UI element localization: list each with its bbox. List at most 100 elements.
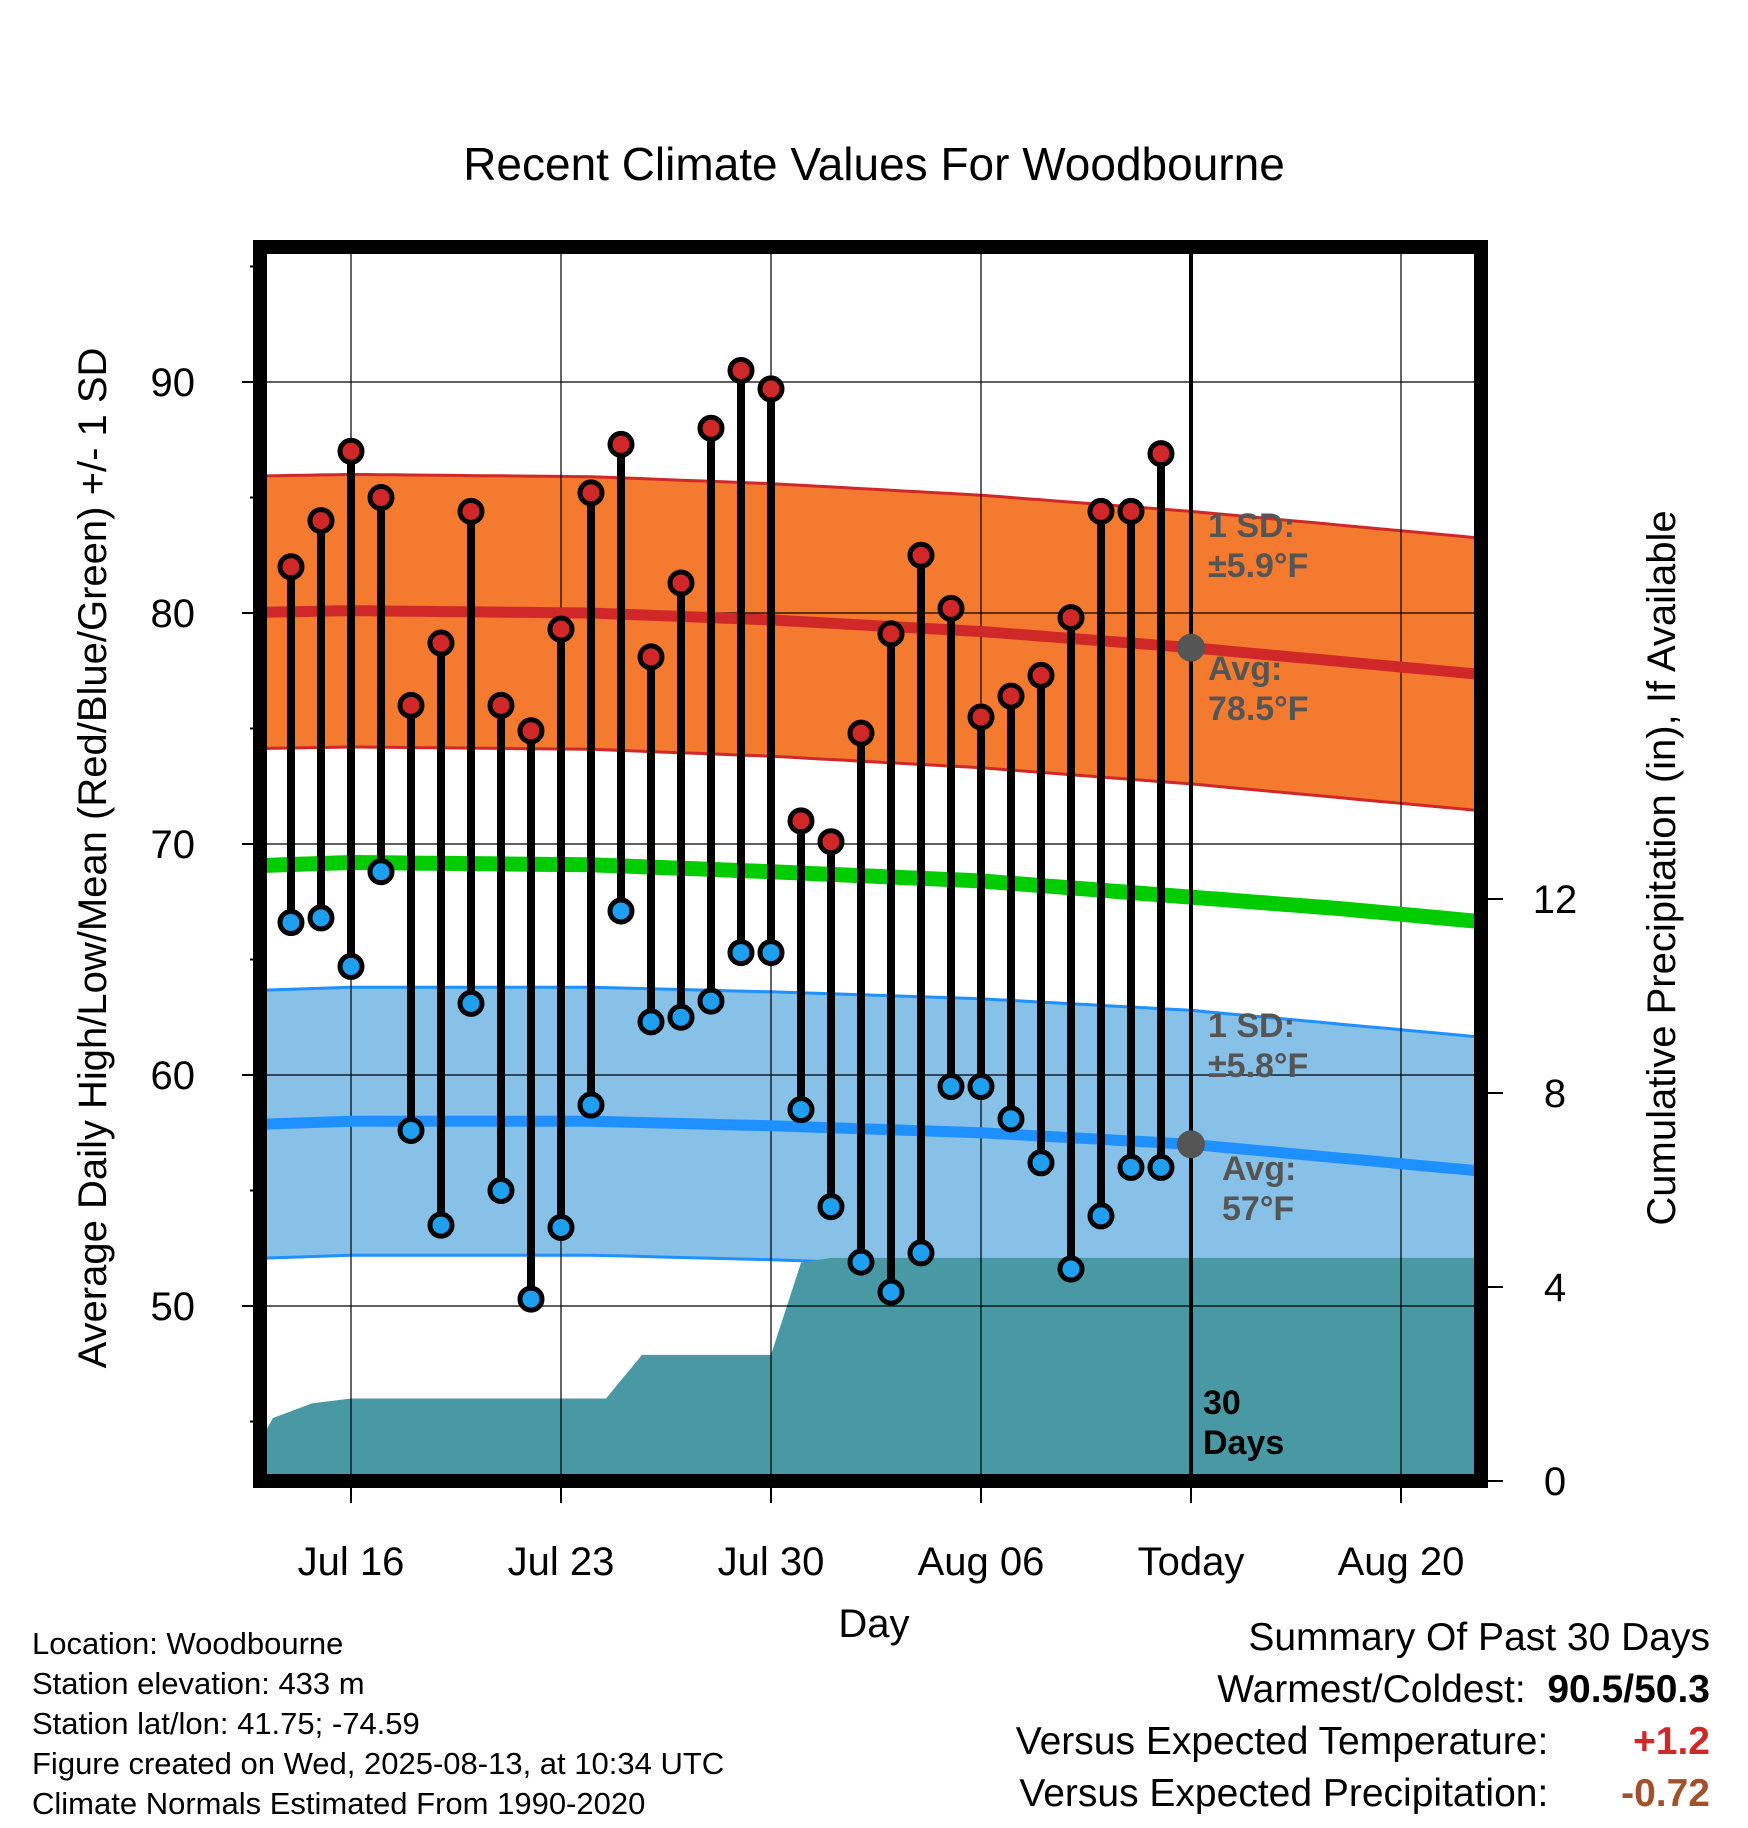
x-tick-label: Aug 06	[918, 1540, 1045, 1584]
high-avg-annotation-line2: 78.5°F	[1208, 690, 1309, 728]
daily-high-point	[1087, 497, 1115, 525]
y2-axis-label: Cumulative Precipitation (in), If Availa…	[1640, 510, 1684, 1225]
daily-low-point	[637, 1008, 665, 1036]
daily-high-point	[817, 828, 845, 856]
high-avg-annotation-line1: Avg:	[1208, 650, 1282, 688]
today-low-avg-marker	[1177, 1130, 1205, 1159]
period-annotation-line2: Days	[1203, 1424, 1284, 1462]
axes: 50 60 70 80 90 0 4 8 12 Jul 16 Jul 23 Jul 30 Aug 06 T…	[151, 240, 1578, 1584]
daily-high-point	[697, 414, 725, 442]
daily-low-point	[277, 909, 305, 937]
y2-tick-label: 12	[1533, 878, 1578, 922]
daily-high-point	[1027, 661, 1055, 689]
daily-high-point	[517, 717, 545, 745]
daily-high-point	[457, 497, 485, 525]
daily-low-point	[697, 987, 725, 1015]
daily-low-point	[577, 1091, 605, 1119]
daily-low-point	[517, 1285, 545, 1313]
summary-temp: Versus Expected Temperature: +1.2	[1016, 1716, 1710, 1768]
daily-low-point	[907, 1239, 935, 1267]
daily-high-point	[1147, 440, 1175, 468]
precipitation-area	[260, 1257, 1481, 1481]
daily-high-point	[727, 356, 755, 384]
daily-high-point	[907, 541, 935, 569]
precip-value: -0.72	[1621, 1772, 1710, 1815]
daily-low-point	[757, 939, 785, 967]
daily-high-point	[367, 484, 395, 511]
daily-low-point	[997, 1105, 1025, 1133]
y-tick-label: 60	[151, 1054, 196, 1098]
daily-high-point	[997, 682, 1025, 710]
low-sd-annotation-line1: 1 SD:	[1208, 1007, 1295, 1045]
warmest-coldest-value: 90.5/50.3	[1547, 1668, 1710, 1711]
daily-high-point	[967, 703, 995, 731]
y-tick-label: 80	[151, 592, 196, 636]
x-tick-label: Jul 23	[508, 1540, 615, 1584]
normals-text: Climate Normals Estimated From 1990-2020	[32, 1786, 646, 1821]
y2-tick-label: 8	[1544, 1072, 1566, 1116]
plot-frame	[253, 240, 1488, 1488]
daily-high-point	[1117, 497, 1145, 525]
daily-high-point	[847, 719, 875, 747]
daily-low-point	[1027, 1149, 1055, 1177]
y-tick-label: 70	[151, 823, 196, 867]
daily-high-point	[577, 479, 605, 507]
daily-low-point	[787, 1096, 815, 1124]
daily-low-point	[877, 1278, 905, 1306]
daily-low-point	[1117, 1153, 1145, 1181]
daily-high-point	[937, 594, 965, 622]
station-info: Location: Woodbourne Station elevation: …	[32, 1624, 724, 1824]
warmest-coldest-label: Warmest/Coldest:	[1217, 1668, 1526, 1711]
today-high-avg-marker	[1177, 633, 1205, 662]
x-tick-label: Aug 20	[1338, 1540, 1465, 1584]
y2-tick-label: 0	[1544, 1460, 1566, 1504]
created-text: Figure created on Wed, 2025-08-13, at 10…	[32, 1746, 725, 1781]
latlon-text: Station lat/lon: 41.75; -74.59	[32, 1706, 420, 1741]
daily-high-point	[607, 430, 635, 458]
daily-low-point	[457, 989, 485, 1017]
location-text: Location: Woodbourne	[32, 1626, 344, 1661]
y-tick-label: 50	[151, 1285, 196, 1329]
daily-low-point	[547, 1213, 575, 1241]
period-annotation-line1: 30	[1203, 1384, 1241, 1422]
x-tick-label: Jul 16	[298, 1540, 405, 1584]
summary-precip: Versus Expected Precipitation: -0.72	[1016, 1768, 1710, 1820]
daily-low-point	[487, 1177, 515, 1204]
high-sd-annotation-line1: 1 SD:	[1208, 507, 1295, 545]
daily-low-point	[817, 1193, 845, 1221]
daily-high-point	[637, 643, 665, 671]
temp-value: +1.2	[1633, 1720, 1710, 1763]
daily-low-point	[847, 1248, 875, 1276]
daily-high-point	[397, 691, 425, 719]
y-axis-label: Average Daily High/Low/Mean (Red/Blue/Gr…	[71, 348, 115, 1369]
low-sd-annotation-line2: ±5.8°F	[1208, 1047, 1308, 1085]
x-tick-label: Today	[1138, 1540, 1245, 1584]
daily-high-point	[547, 615, 575, 643]
daily-high-point	[307, 507, 335, 535]
daily-low-point	[397, 1116, 425, 1144]
daily-low-point	[427, 1211, 455, 1239]
summary-warmest-coldest: Warmest/Coldest: 90.5/50.3	[1016, 1664, 1710, 1716]
x-tick-label: Jul 30	[718, 1540, 825, 1584]
daily-low-point	[667, 1003, 695, 1031]
precip-label: Versus Expected Precipitation:	[1019, 1772, 1549, 1815]
daily-low-point	[307, 904, 335, 932]
elevation-text: Station elevation: 433 m	[32, 1666, 365, 1701]
summary-panel: Summary Of Past 30 Days Warmest/Coldest:…	[1016, 1612, 1710, 1820]
high-sd-upper-line	[260, 472, 1481, 540]
high-sd-annotation-line2: ±5.9°F	[1208, 547, 1308, 585]
daily-low-point	[1147, 1153, 1175, 1181]
daily-high-point	[427, 629, 455, 657]
temp-label: Versus Expected Temperature:	[1015, 1720, 1549, 1763]
daily-low-point	[367, 858, 395, 886]
daily-high-point	[487, 691, 515, 719]
summary-heading: Summary Of Past 30 Days	[1248, 1616, 1710, 1659]
daily-high-point	[667, 569, 695, 597]
daily-high-point	[277, 553, 305, 581]
daily-high-point	[787, 807, 815, 835]
daily-low-point	[727, 939, 755, 967]
daily-low-point	[1087, 1202, 1115, 1230]
daily-low-point	[337, 952, 365, 980]
